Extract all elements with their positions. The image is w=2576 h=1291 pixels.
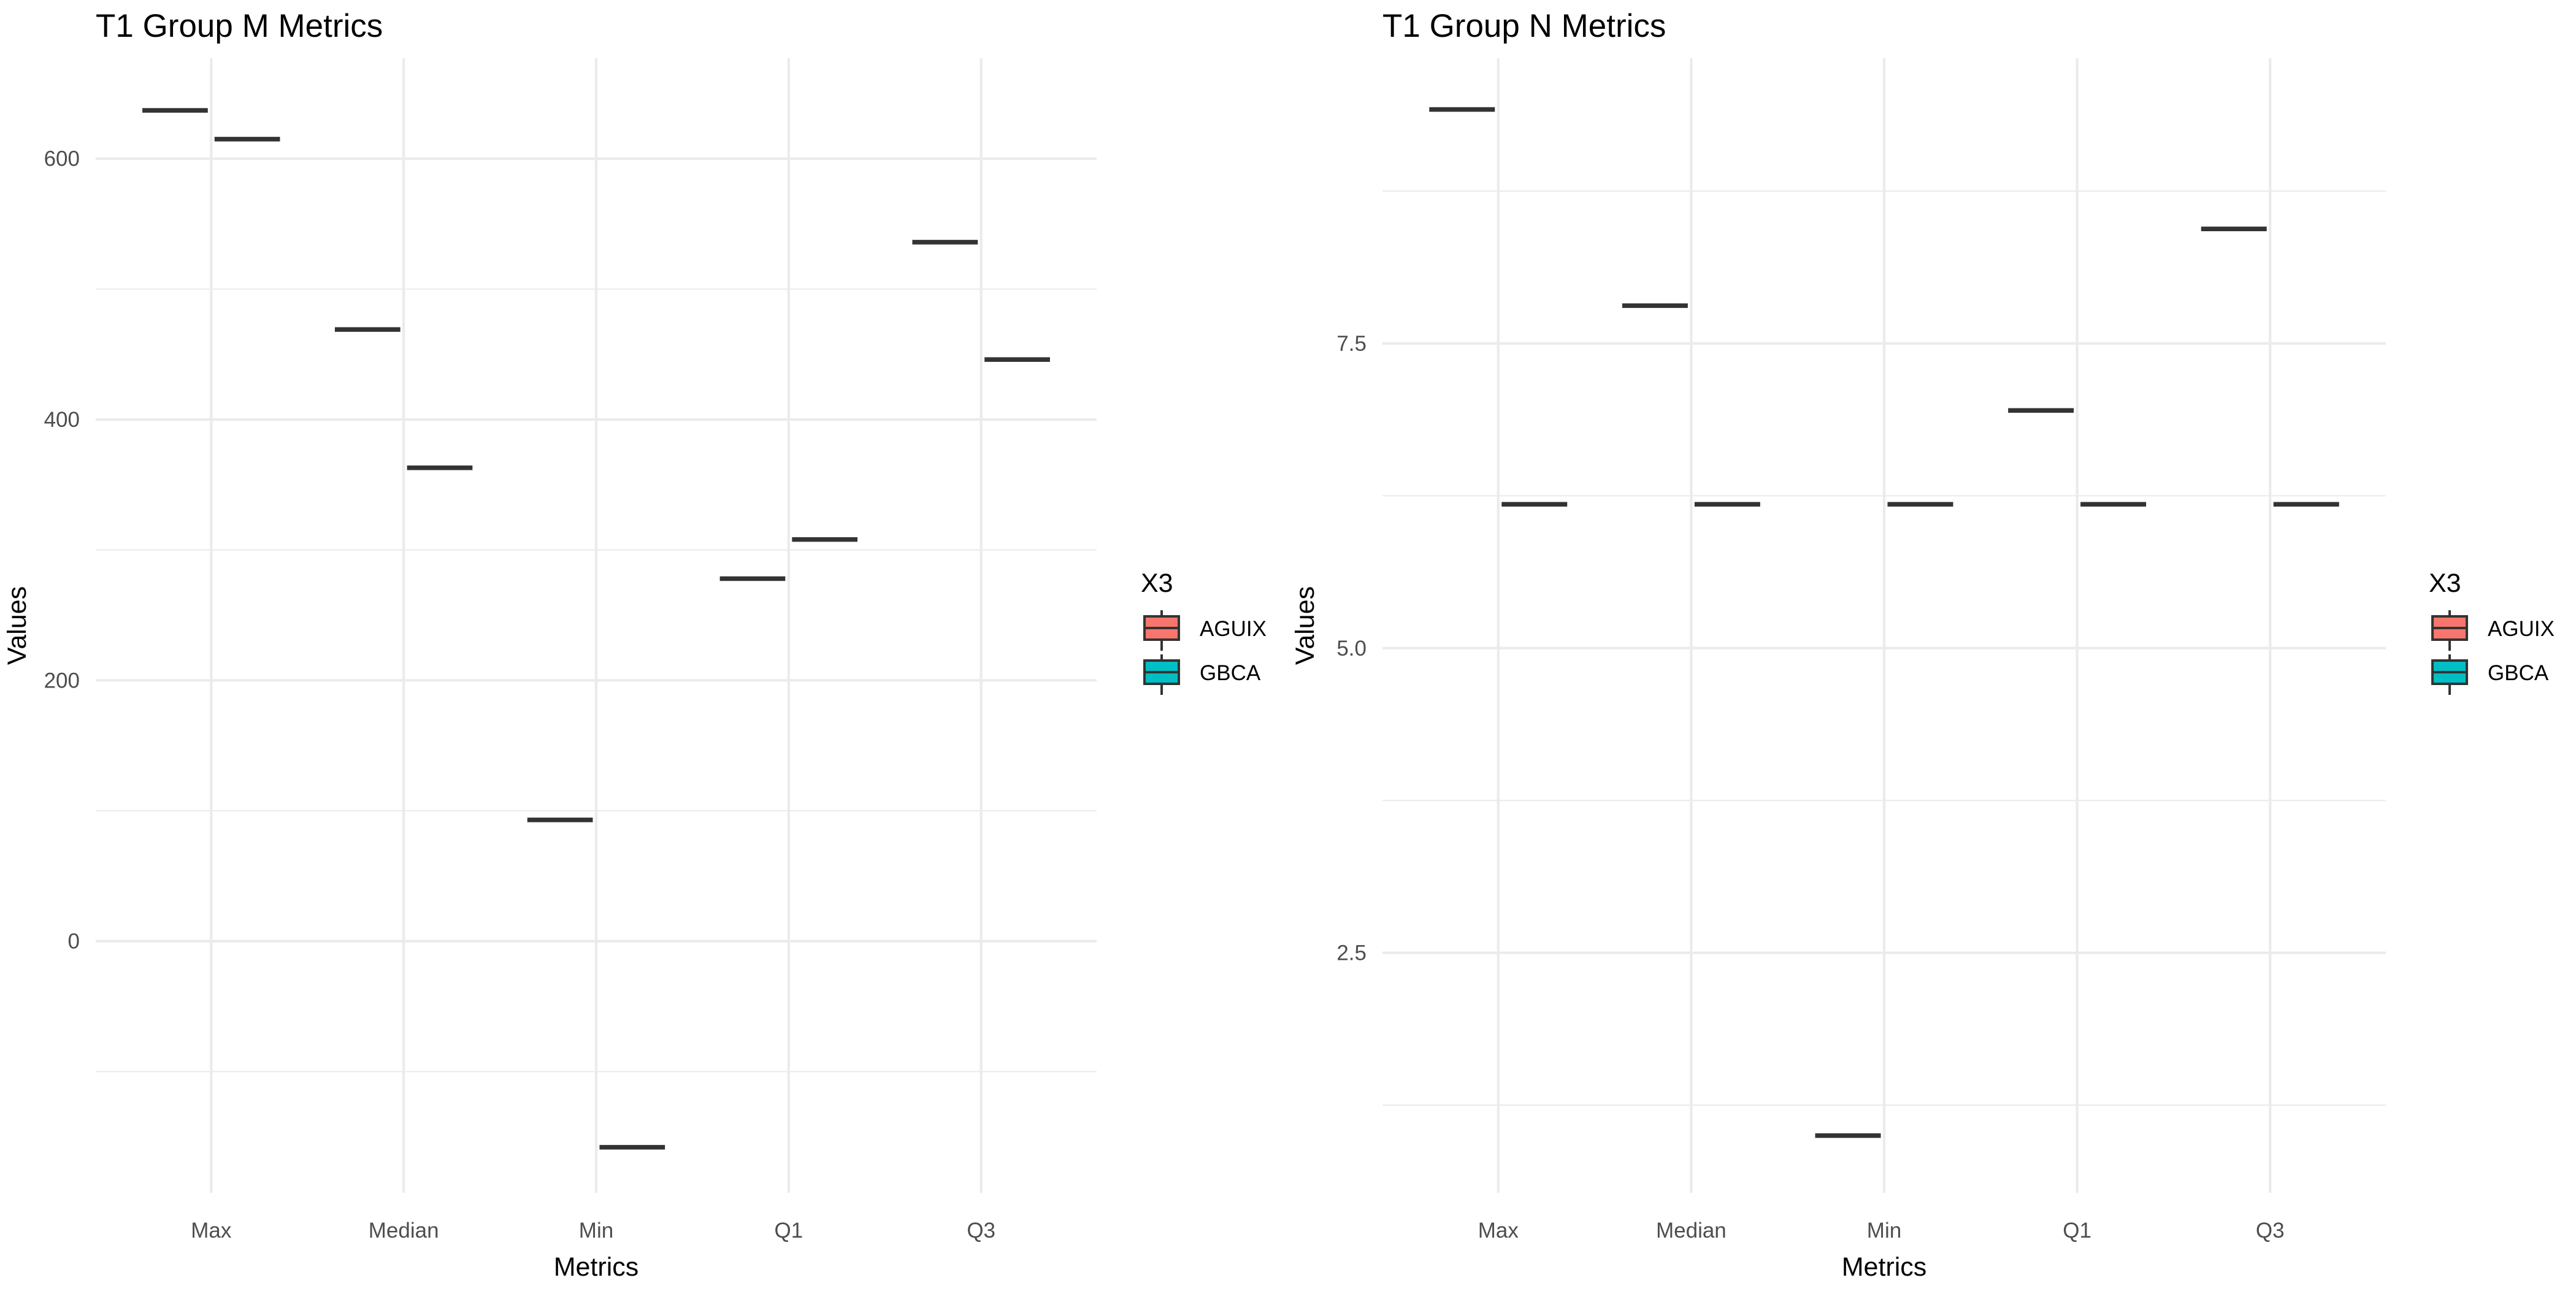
legend: X3 AGUIX GBCA	[2429, 569, 2555, 695]
x-axis-title: Metrics	[1842, 1252, 1927, 1282]
x-tick-label: Max	[1478, 1219, 1519, 1243]
chart-title: T1 Group M Metrics	[96, 8, 383, 44]
legend-key-aguix	[1143, 610, 1180, 651]
y-tick-label: 0	[68, 930, 80, 954]
y-tick-label: 5.0	[1336, 637, 1367, 661]
y-tick-label: 2.5	[1336, 941, 1367, 965]
x-tick-label: Q3	[967, 1219, 995, 1243]
y-tick-label: 400	[44, 408, 80, 432]
x-tick-label: Q1	[774, 1219, 803, 1243]
y-tick-label: 200	[44, 668, 80, 692]
x-tick-label: Max	[191, 1219, 232, 1243]
legend-title: X3	[1141, 569, 1173, 598]
y-axis-title: Values	[1290, 586, 1320, 665]
x-tick-label: Min	[579, 1219, 613, 1243]
x-tick-label: Q3	[2256, 1219, 2285, 1243]
chart-panel-2: 2.5 5.0 7.5 Max Median Min Q1 Q3 T1 Group N Metr…	[1290, 8, 2555, 1282]
legend-label: AGUIX	[2488, 617, 2555, 641]
y-axis-title: Values	[2, 586, 32, 665]
y-tick-label: 600	[44, 147, 80, 171]
legend-key-gbca	[1143, 654, 1180, 695]
x-tick-label: Min	[1867, 1219, 1901, 1243]
chart-panel-1: 0 200 400 600 Max Median Min Q1 Q3 T1 Group M Met…	[2, 8, 1267, 1282]
legend-label: GBCA	[1200, 661, 1261, 685]
legend-title: X3	[2429, 569, 2461, 598]
legend-key-gbca	[2431, 654, 2468, 695]
x-tick-label: Median	[369, 1219, 439, 1243]
x-axis-title: Metrics	[554, 1252, 639, 1282]
chart-title: T1 Group N Metrics	[1382, 8, 1666, 44]
legend-label: GBCA	[2488, 661, 2549, 685]
x-tick-label: Median	[1656, 1219, 1727, 1243]
legend-key-aguix	[2431, 610, 2468, 651]
y-tick-label: 7.5	[1336, 332, 1367, 356]
x-tick-label: Q1	[2063, 1219, 2091, 1243]
legend: X3 AGUIX GBCA	[1141, 569, 1267, 695]
legend-label: AGUIX	[1200, 617, 1267, 641]
